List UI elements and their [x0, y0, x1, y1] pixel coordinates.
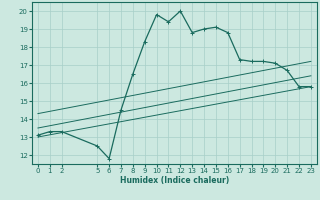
X-axis label: Humidex (Indice chaleur): Humidex (Indice chaleur)	[120, 176, 229, 185]
